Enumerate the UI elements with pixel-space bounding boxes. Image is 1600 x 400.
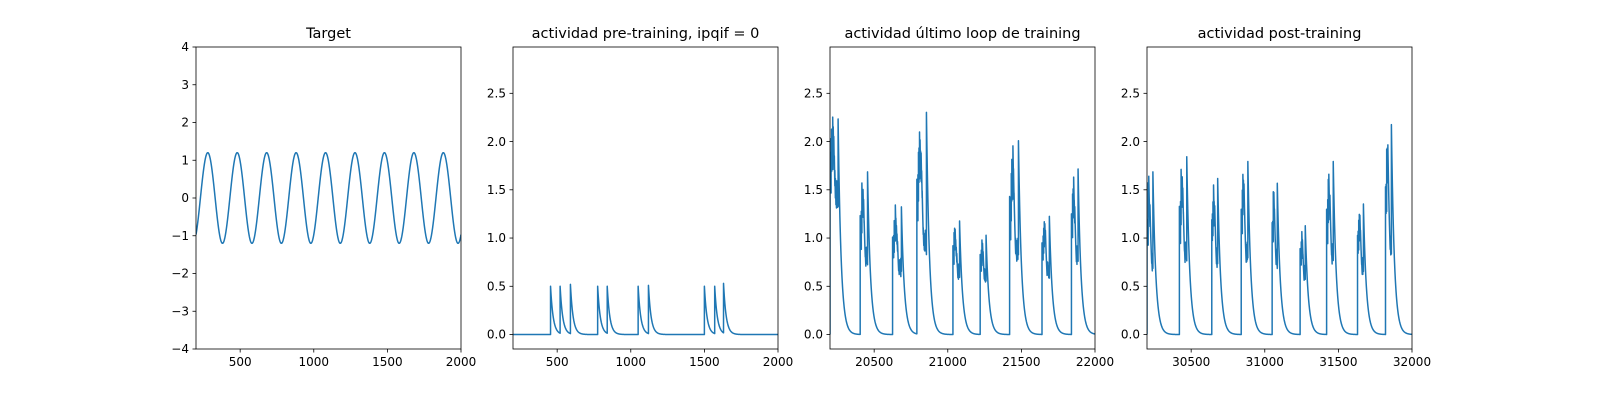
y-tick-label: −1 [171,229,189,243]
axes: 30500 31000 31500 32000 0.0 0.5 1.0 1.5 2.0 2.5 [1121,46,1431,369]
y-tick-label: 2 [181,116,189,130]
axes-frame [829,46,1096,350]
y-tick-label: −2 [171,267,189,281]
axes: 500 1000 1500 2000 0.0 0.5 1.0 1.5 2.0 2.5 [487,46,794,369]
y-tick-label: 1.5 [1121,183,1140,197]
y-tick-label: 2.0 [1121,135,1140,149]
x-tick-label: 31000 [1246,355,1284,369]
x-tick-label: 1500 [372,355,403,369]
x-tick-label: 1500 [689,355,720,369]
panel-title: actividad último loop de training [844,26,1080,42]
y-tick-label: 0.0 [1121,328,1140,342]
x-tick-label: 20500 [855,355,893,369]
panel-pre-training: actividad pre-training, ipqif = 0 500 100… [487,26,793,369]
y-tick-label: 0.0 [804,328,823,342]
y-tick-label: 4 [181,40,189,54]
axes: 500 1000 1500 2000 −4 −3 −2 −1 0 1 2 3 4 [171,40,476,369]
y-tick-label: 2.0 [487,135,506,149]
series-line [830,111,1095,336]
y-tick-label: 0.5 [487,279,506,293]
y-tick-label: −3 [171,304,189,318]
panel-target: Target 500 1000 1500 2000 −4 −3 −2 −1 0 1 2 3 4 [171,26,476,369]
panel-title: actividad pre-training, ipqif = 0 [532,26,760,42]
x-tick-label: 21500 [1002,355,1040,369]
x-tick-label: 1000 [299,355,330,369]
y-tick-label: 0.0 [487,328,506,342]
x-tick-label: 22000 [1076,355,1114,369]
x-tick-label: 31500 [1319,355,1357,369]
series-line [196,151,461,245]
y-tick-label: 2.5 [804,87,823,101]
y-tick-label: 1.0 [1121,231,1140,245]
y-tick-label: 1.5 [804,183,823,197]
series-line [1147,123,1412,336]
y-tick-label: 0.5 [804,279,823,293]
x-tick-label: 500 [546,355,569,369]
panel-title: Target [305,26,351,42]
x-tick-label: 32000 [1393,355,1431,369]
x-tick-label: 1000 [616,355,647,369]
x-tick-label: 500 [229,355,252,369]
panel-title: actividad post-training [1198,26,1362,42]
y-tick-label: 2.5 [487,87,506,101]
y-tick-label: 1 [181,153,189,167]
y-tick-label: 3 [181,78,189,92]
y-tick-label: 2.5 [1121,87,1140,101]
axes-frame [512,46,779,350]
y-tick-label: 1.5 [487,183,506,197]
y-tick-label: −4 [171,342,189,356]
y-tick-label: 0 [181,191,189,205]
x-tick-label: 30500 [1172,355,1210,369]
axes-frame [1146,46,1413,350]
axes: 20500 21000 21500 22000 0.0 0.5 1.0 1.5 2.0 2.5 [804,46,1114,369]
x-tick-label: 21000 [929,355,967,369]
series-line [513,282,778,336]
x-tick-label: 2000 [763,355,794,369]
panel-last-training-loop: actividad último loop de training 20500 2… [804,26,1114,369]
y-tick-label: 1.0 [487,231,506,245]
x-tick-label: 2000 [446,355,477,369]
y-tick-label: 0.5 [1121,279,1140,293]
y-tick-label: 1.0 [804,231,823,245]
panel-post-training: actividad post-training 30500 31000 31500 3… [1121,26,1431,369]
y-tick-label: 2.0 [804,135,823,149]
